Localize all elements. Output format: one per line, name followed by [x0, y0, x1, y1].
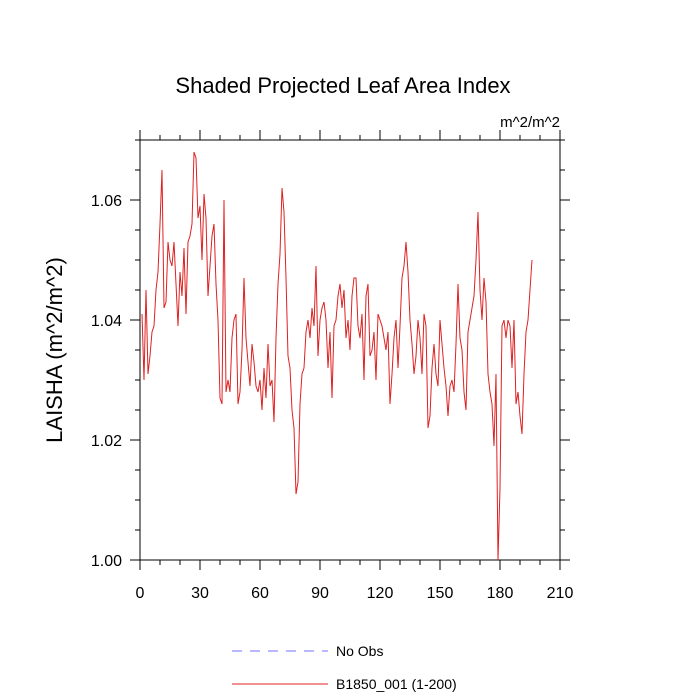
- y-axis-label: LAISHA (m^2/m^2): [42, 257, 67, 443]
- x-tick-label: 30: [191, 585, 209, 602]
- x-tick-label: 150: [427, 585, 454, 602]
- legend-label-b1850: B1850_001 (1-200): [336, 676, 457, 692]
- x-tick-label: 120: [367, 585, 394, 602]
- y-tick-label: 1.00: [91, 553, 122, 570]
- y-tick-label: 1.04: [91, 313, 122, 330]
- y-tick-labels: 1.00 1.02 1.04 1.06: [91, 193, 122, 570]
- x-tick-label: 90: [311, 585, 329, 602]
- x-tick-label: 0: [136, 585, 145, 602]
- units-label: m^2/m^2: [500, 114, 560, 131]
- y-tick-label: 1.02: [91, 433, 122, 450]
- series-line-b1850-001: [141, 151, 533, 561]
- legend: No Obs B1850_001 (1-200): [232, 643, 457, 692]
- x-tick-label: 60: [251, 585, 269, 602]
- x-tick-labels: 0 30 60 90 120 150 180 210: [136, 585, 574, 602]
- axis-ticks: [130, 130, 570, 570]
- chart-title: Shaded Projected Leaf Area Index: [175, 73, 510, 98]
- legend-label-no-obs: No Obs: [336, 643, 383, 659]
- x-tick-label: 210: [547, 585, 574, 602]
- x-tick-label: 180: [487, 585, 514, 602]
- y-tick-label: 1.06: [91, 193, 122, 210]
